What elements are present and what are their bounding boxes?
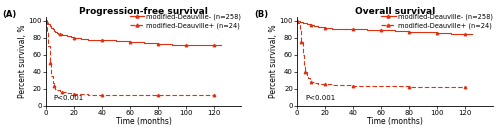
Text: (B): (B) <box>254 10 268 19</box>
Text: (A): (A) <box>2 10 17 19</box>
Title: Overall survival: Overall survival <box>355 7 435 16</box>
X-axis label: Time (months): Time (months) <box>116 117 172 126</box>
Title: Progression-free survival: Progression-free survival <box>79 7 208 16</box>
Legend: modified-Deauville- (n=258), modified-Deauville+ (n=24): modified-Deauville- (n=258), modified-De… <box>380 13 494 30</box>
X-axis label: Time (months): Time (months) <box>367 117 423 126</box>
Legend: modified-Deauville- (n=258), modified-Deauville+ (n=24): modified-Deauville- (n=258), modified-De… <box>129 13 242 30</box>
Y-axis label: Percent survival, %: Percent survival, % <box>269 24 278 98</box>
Text: P<0.001: P<0.001 <box>305 95 335 101</box>
Y-axis label: Percent survival, %: Percent survival, % <box>18 24 26 98</box>
Text: P<0.001: P<0.001 <box>54 95 84 101</box>
